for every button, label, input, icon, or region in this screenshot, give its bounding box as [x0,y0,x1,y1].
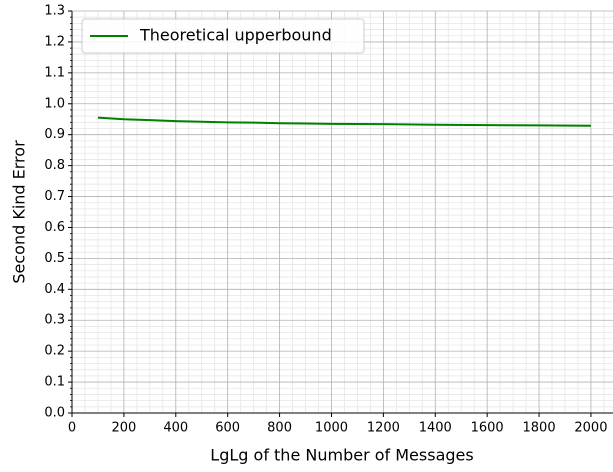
legend-box [81,18,365,54]
y-tick-label: 0.8 [44,158,65,173]
y-tick-label: 0.7 [44,189,65,204]
y-tick-label: 1.1 [44,65,65,80]
x-tick-label: 200 [111,421,136,436]
y-tick-label: 1.3 [44,4,65,19]
y-tick-label: 1.0 [44,96,65,111]
x-axis-label: LgLg of the Number of Messages [210,446,473,465]
x-tick-label: 0 [68,421,76,436]
y-tick-label: 0.0 [44,406,65,421]
y-tick-label: 0.1 [44,375,65,390]
x-tick-label: 1800 [523,421,556,436]
x-tick-label: 1600 [471,421,504,436]
y-axis-label: Second Kind Error [10,140,29,284]
x-tick-label: 1400 [419,421,452,436]
y-tick-label: 0.2 [44,344,65,359]
y-tick-label: 1.2 [44,34,65,49]
legend-label: Theoretical upperbound [139,26,332,45]
y-tick-label: 0.6 [44,220,65,235]
y-tick-label: 0.4 [44,282,65,297]
x-tick-label: 400 [163,421,188,436]
x-tick-label: 600 [215,421,240,436]
x-tick-label: 800 [267,421,292,436]
x-tick-label: 1200 [367,421,400,436]
line-series [97,116,591,127]
y-tick-label: 0.9 [44,127,65,142]
x-tick-label: 1000 [315,421,348,436]
y-tick-label: 0.5 [44,251,65,266]
x-tick-label: 2000 [574,421,607,436]
y-tick-label: 0.3 [44,313,65,328]
